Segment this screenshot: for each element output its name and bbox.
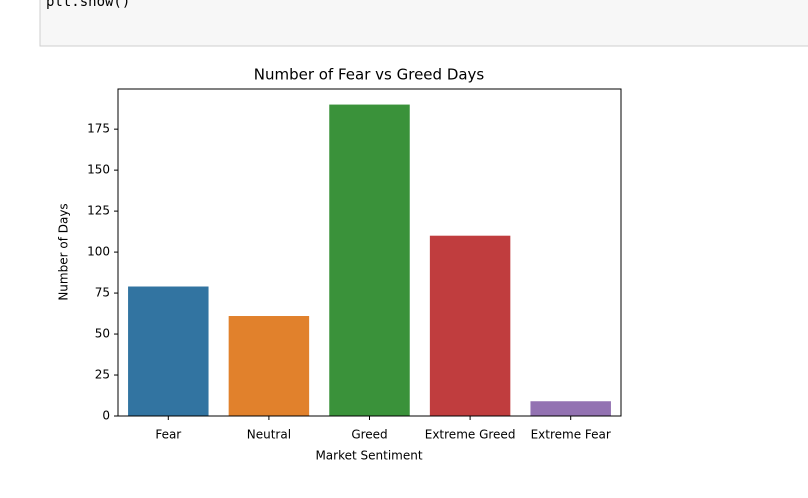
bar bbox=[128, 286, 209, 416]
x-tick-label: Extreme Greed bbox=[425, 428, 516, 442]
y-tick-label: 0 bbox=[102, 409, 110, 423]
y-tick-label: 50 bbox=[95, 327, 110, 341]
y-tick-label: 100 bbox=[87, 245, 110, 259]
chart-title: Number of Fear vs Greed Days bbox=[254, 66, 485, 84]
x-tick-label: Extreme Fear bbox=[531, 428, 611, 442]
plot-frame bbox=[117, 88, 622, 417]
x-tick-label: Neutral bbox=[247, 428, 291, 442]
x-tick-label: Fear bbox=[155, 428, 181, 442]
x-tick-label: Greed bbox=[351, 428, 387, 442]
y-tick-label: 175 bbox=[87, 122, 110, 136]
y-tick-label: 25 bbox=[95, 368, 110, 382]
code-cell bbox=[39, 0, 808, 47]
x-axis-label: Market Sentiment bbox=[315, 449, 422, 463]
bar bbox=[329, 104, 410, 417]
bar bbox=[228, 316, 310, 416]
y-tick-label: 150 bbox=[87, 163, 110, 177]
bar bbox=[429, 235, 511, 416]
y-axis-label: Number of Days bbox=[57, 203, 71, 300]
y-tick-label: 125 bbox=[87, 204, 110, 218]
bar bbox=[530, 401, 611, 416]
y-tick-label: 75 bbox=[95, 286, 110, 300]
code-text: plt.show() bbox=[46, 0, 130, 10]
